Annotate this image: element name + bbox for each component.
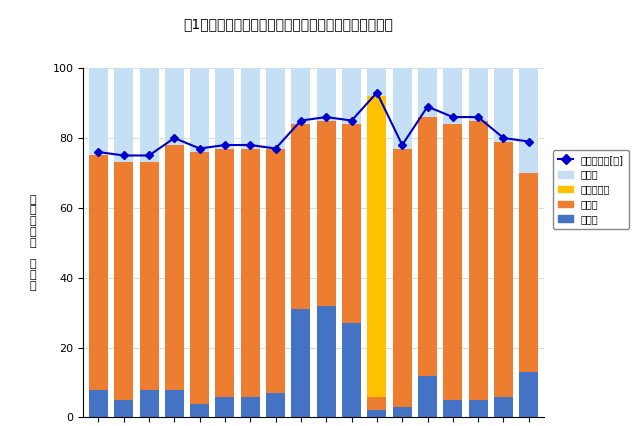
Bar: [494, 68, 513, 141]
Bar: [291, 124, 310, 309]
Bar: [241, 397, 260, 417]
Text: 図1　進路決定率と、卒業者の進路内訳（学部系統別）: 図1 進路決定率と、卒業者の進路内訳（学部系統別）: [183, 17, 393, 31]
Bar: [468, 121, 488, 400]
Bar: [444, 68, 462, 124]
Bar: [140, 68, 159, 162]
Bar: [468, 68, 488, 121]
Bar: [519, 173, 538, 372]
Bar: [266, 393, 285, 417]
Bar: [342, 68, 361, 124]
Bar: [444, 124, 462, 400]
Bar: [89, 68, 108, 155]
Bar: [165, 68, 184, 145]
Bar: [165, 389, 184, 417]
Bar: [291, 68, 310, 124]
Bar: [393, 407, 412, 417]
Bar: [342, 124, 361, 323]
Bar: [317, 121, 336, 306]
Bar: [494, 141, 513, 397]
Bar: [89, 389, 108, 417]
Bar: [190, 68, 209, 152]
Bar: [114, 400, 133, 417]
Bar: [241, 149, 260, 397]
Bar: [418, 376, 437, 417]
Bar: [165, 145, 184, 389]
Bar: [114, 68, 133, 162]
Bar: [519, 372, 538, 417]
Bar: [266, 68, 285, 149]
Bar: [140, 162, 159, 389]
Bar: [393, 149, 412, 407]
Bar: [468, 400, 488, 417]
Bar: [114, 162, 133, 400]
Bar: [317, 306, 336, 417]
Bar: [418, 117, 437, 376]
Bar: [393, 68, 412, 149]
Bar: [317, 68, 336, 121]
Bar: [367, 397, 387, 411]
Bar: [241, 68, 260, 149]
Bar: [367, 96, 387, 397]
Bar: [342, 323, 361, 417]
Bar: [190, 403, 209, 417]
Bar: [367, 411, 387, 417]
Bar: [89, 155, 108, 389]
Bar: [494, 397, 513, 417]
Bar: [216, 397, 234, 417]
Bar: [367, 68, 387, 96]
Bar: [519, 68, 538, 173]
Text: 進
路
決
定
率

［
％
］: 進 路 決 定 率 ［ ％ ］: [29, 195, 36, 291]
Bar: [444, 400, 462, 417]
Bar: [190, 152, 209, 403]
Bar: [418, 68, 437, 117]
Bar: [216, 68, 234, 149]
Bar: [140, 389, 159, 417]
Bar: [291, 309, 310, 417]
Legend: 進路決定率[％], その他, 臨床研修医, 就職者, 進学者: 進路決定率[％], その他, 臨床研修医, 就職者, 進学者: [554, 150, 628, 229]
Bar: [216, 149, 234, 397]
Bar: [266, 149, 285, 393]
